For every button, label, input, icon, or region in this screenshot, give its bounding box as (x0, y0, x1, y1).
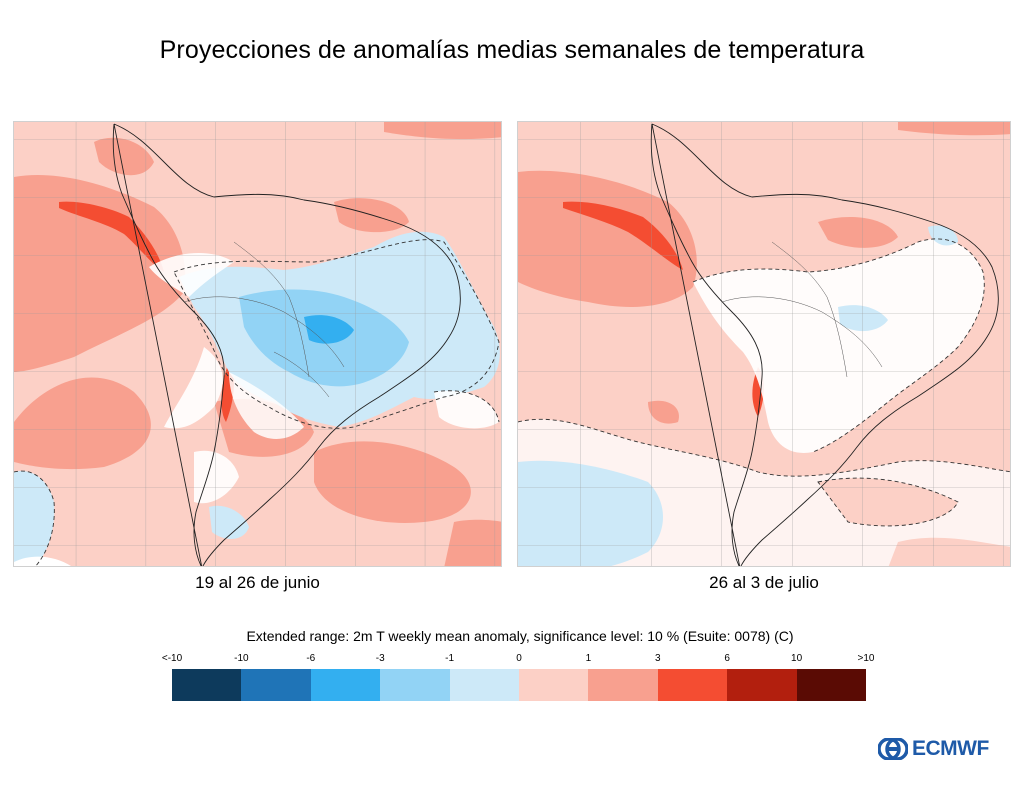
legend-swatch (588, 669, 658, 701)
legend-tick-label: -10 (234, 653, 249, 664)
legend-swatch (657, 669, 728, 701)
legend-tick-label: -6 (306, 653, 316, 664)
legend-tick-label: -3 (375, 653, 385, 664)
legend-colorbar (172, 669, 867, 701)
anomaly-map-week-2 (517, 121, 1011, 567)
legend-swatch (519, 669, 589, 701)
legend-swatch (310, 669, 381, 701)
legend-tick-label: 1 (585, 653, 592, 664)
legend-tick-label: 10 (791, 653, 803, 664)
legend-tick-label: -1 (445, 653, 455, 664)
legend-swatch (796, 669, 867, 701)
ecmwf-logo-text: ECMWF (912, 737, 989, 760)
map-caption-week-2: 26 al 3 de julio (709, 573, 819, 592)
legend-title: Extended range: 2m T weekly mean anomaly… (246, 628, 794, 644)
legend-tick-label: >10 (857, 653, 875, 664)
legend-swatch (172, 669, 242, 701)
anomaly-map-week-1 (13, 121, 502, 567)
legend-swatch (727, 669, 797, 701)
page-title: Proyecciones de anomalías medias semanal… (159, 36, 865, 64)
legend-swatch (449, 669, 520, 701)
ecmwf-logo-icon (878, 738, 908, 760)
legend-tick-label: <-10 (161, 653, 183, 664)
legend-swatch (380, 669, 450, 701)
legend-swatch (241, 669, 311, 701)
legend-labels: <-10 -10 -6 -3 -1 0 1 3 6 10 >10 (162, 653, 875, 667)
legend-tick-label: 6 (724, 653, 730, 664)
map-caption-week-1: 19 al 26 de junio (195, 573, 320, 592)
legend-tick-label: 0 (516, 653, 522, 664)
ecmwf-logo: ECMWF (878, 736, 989, 762)
legend-tick-label: 3 (655, 653, 661, 664)
